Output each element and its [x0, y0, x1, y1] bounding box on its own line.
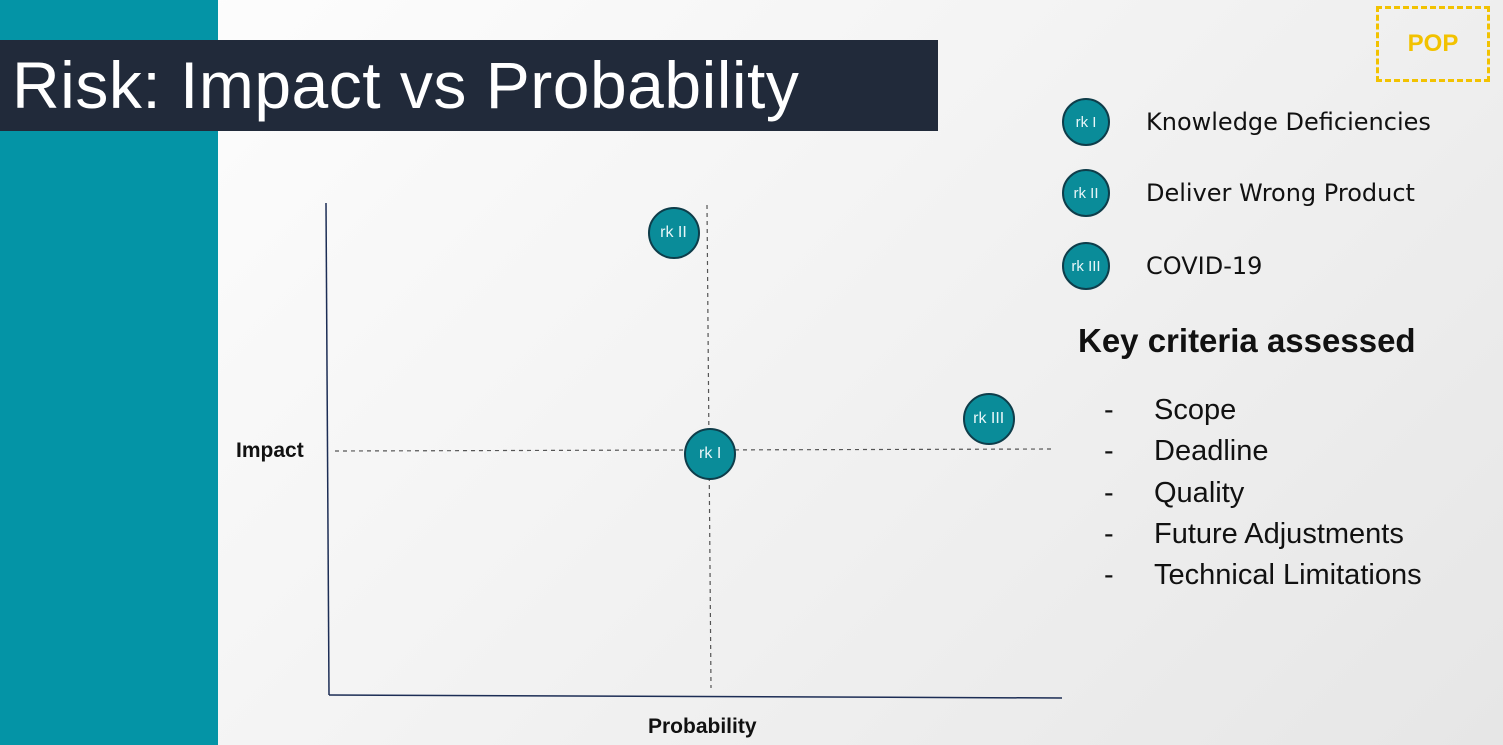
page-title: Risk: Impact vs Probability	[0, 40, 938, 131]
legend-label: Deliver Wrong Product	[1146, 179, 1415, 207]
bullet-dash: -	[1104, 518, 1114, 551]
legend-marker: rk I	[1062, 98, 1110, 146]
legend-item: rk III COVID-19	[1062, 242, 1262, 290]
criteria-item: Future Adjustments	[1154, 518, 1404, 551]
criteria-heading: Key criteria assessed	[1078, 322, 1416, 359]
list-item: - Deadline	[1104, 431, 1422, 472]
x-axis	[328, 694, 1063, 699]
criteria-item: Quality	[1154, 476, 1245, 509]
list-item: - Quality	[1104, 473, 1422, 514]
legend-item: rk I Knowledge Deficiencies	[1062, 98, 1431, 146]
risk-point-marker: rk I	[684, 427, 737, 480]
bullet-dash: -	[1104, 559, 1114, 592]
criteria-item: Scope	[1154, 394, 1237, 427]
legend-marker: rk III	[1062, 242, 1110, 290]
legend-label: Knowledge Deficiencies	[1146, 108, 1431, 136]
risk-point-marker: rk III	[962, 393, 1015, 446]
list-item: - Future Adjustments	[1104, 514, 1422, 555]
bullet-dash: -	[1104, 435, 1114, 468]
bullet-dash: -	[1104, 394, 1114, 427]
criteria-item: Technical Limitations	[1154, 559, 1422, 592]
criteria-list: - Scope - Deadline - Quality - Future Adjust…	[1104, 390, 1422, 596]
list-item: - Technical Limitations	[1104, 555, 1422, 596]
x-axis-label: Probability	[648, 715, 757, 738]
y-axis	[325, 202, 330, 696]
bullet-dash: -	[1104, 476, 1114, 509]
list-item: - Scope	[1104, 390, 1422, 431]
legend-item: rk II Deliver Wrong Product	[1062, 169, 1415, 217]
risk-point-marker: rk II	[647, 206, 700, 259]
legend-marker: rk II	[1062, 169, 1110, 217]
legend-label: COVID-19	[1146, 252, 1263, 280]
criteria-item: Deadline	[1154, 435, 1269, 468]
pop-badge: POP	[1376, 6, 1490, 82]
y-axis-label: Impact	[236, 439, 304, 462]
